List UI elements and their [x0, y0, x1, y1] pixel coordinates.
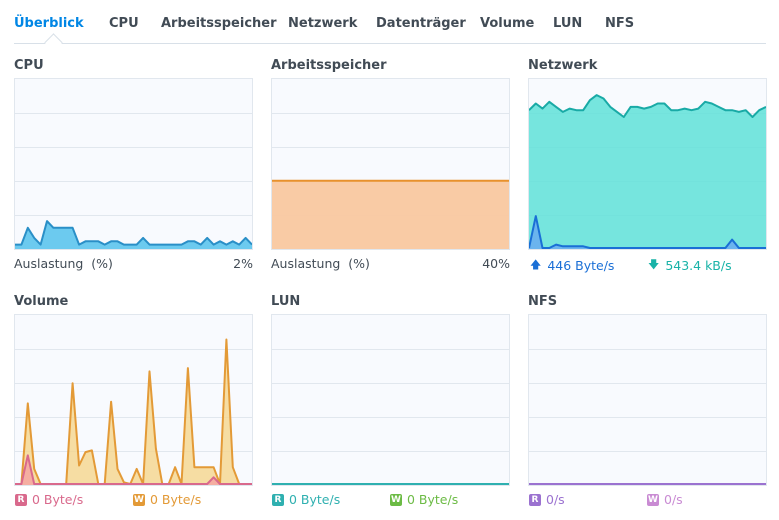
memory-chart: [271, 78, 510, 250]
panel-title: Netzwerk: [528, 58, 598, 73]
tab-disks[interactable]: Datenträger: [376, 16, 466, 31]
network-chart: [528, 78, 767, 250]
volume-chart: [14, 314, 253, 486]
tab-lun[interactable]: LUN: [553, 16, 583, 31]
panel-title: CPU: [14, 58, 44, 73]
write-badge-icon: W: [647, 493, 659, 506]
tab-memory[interactable]: Arbeitsspeicher: [161, 16, 277, 31]
download-arrow-icon: 🡇: [648, 258, 660, 271]
download-legend: 🡇 543.4 kB/s: [648, 256, 732, 275]
usage-value: 40%: [482, 256, 510, 271]
write-value: 0 Byte/s: [150, 492, 202, 507]
tab-overview[interactable]: Überblick: [14, 16, 84, 31]
write-value: 0/s: [664, 492, 683, 507]
panel-title: Volume: [14, 294, 69, 309]
write-badge-icon: W: [390, 493, 402, 506]
tab-network[interactable]: Netzwerk: [288, 16, 358, 31]
write-badge-icon: W: [133, 493, 145, 506]
upload-legend: 🡅 446 Byte/s: [530, 256, 614, 275]
read-value: 0 Byte/s: [289, 492, 341, 507]
read-badge-icon: R: [272, 493, 284, 506]
panel-title: Arbeitsspeicher: [271, 58, 387, 73]
upload-value: 446 Byte/s: [547, 258, 615, 273]
nfs-chart: [528, 314, 767, 486]
write-value: 0 Byte/s: [407, 492, 459, 507]
usage-label: Auslastung (%): [271, 256, 370, 271]
tab-cpu[interactable]: CPU: [109, 16, 139, 31]
read-legend: R 0 Byte/s: [272, 492, 340, 507]
panel-title: NFS: [528, 294, 558, 309]
read-value: 0 Byte/s: [32, 492, 84, 507]
panel-title: LUN: [271, 294, 301, 309]
upload-arrow-icon: 🡅: [530, 258, 542, 271]
read-value: 0/s: [546, 492, 565, 507]
active-tab-indicator: [44, 33, 63, 52]
tab-bar: Überblick CPU Arbeitsspeicher Netzwerk D…: [14, 0, 766, 52]
write-legend: W 0/s: [647, 492, 683, 507]
tab-volume[interactable]: Volume: [480, 16, 535, 31]
lun-chart: [271, 314, 510, 486]
download-value: 543.4 kB/s: [665, 258, 732, 273]
tab-nfs[interactable]: NFS: [605, 16, 635, 31]
cpu-chart: [14, 78, 253, 250]
read-badge-icon: R: [529, 493, 541, 506]
usage-label: Auslastung (%): [14, 256, 113, 271]
write-legend: W 0 Byte/s: [133, 492, 201, 507]
read-legend: R 0/s: [529, 492, 565, 507]
usage-value: 2%: [233, 256, 253, 271]
write-legend: W 0 Byte/s: [390, 492, 458, 507]
read-badge-icon: R: [15, 493, 27, 506]
read-legend: R 0 Byte/s: [15, 492, 83, 507]
